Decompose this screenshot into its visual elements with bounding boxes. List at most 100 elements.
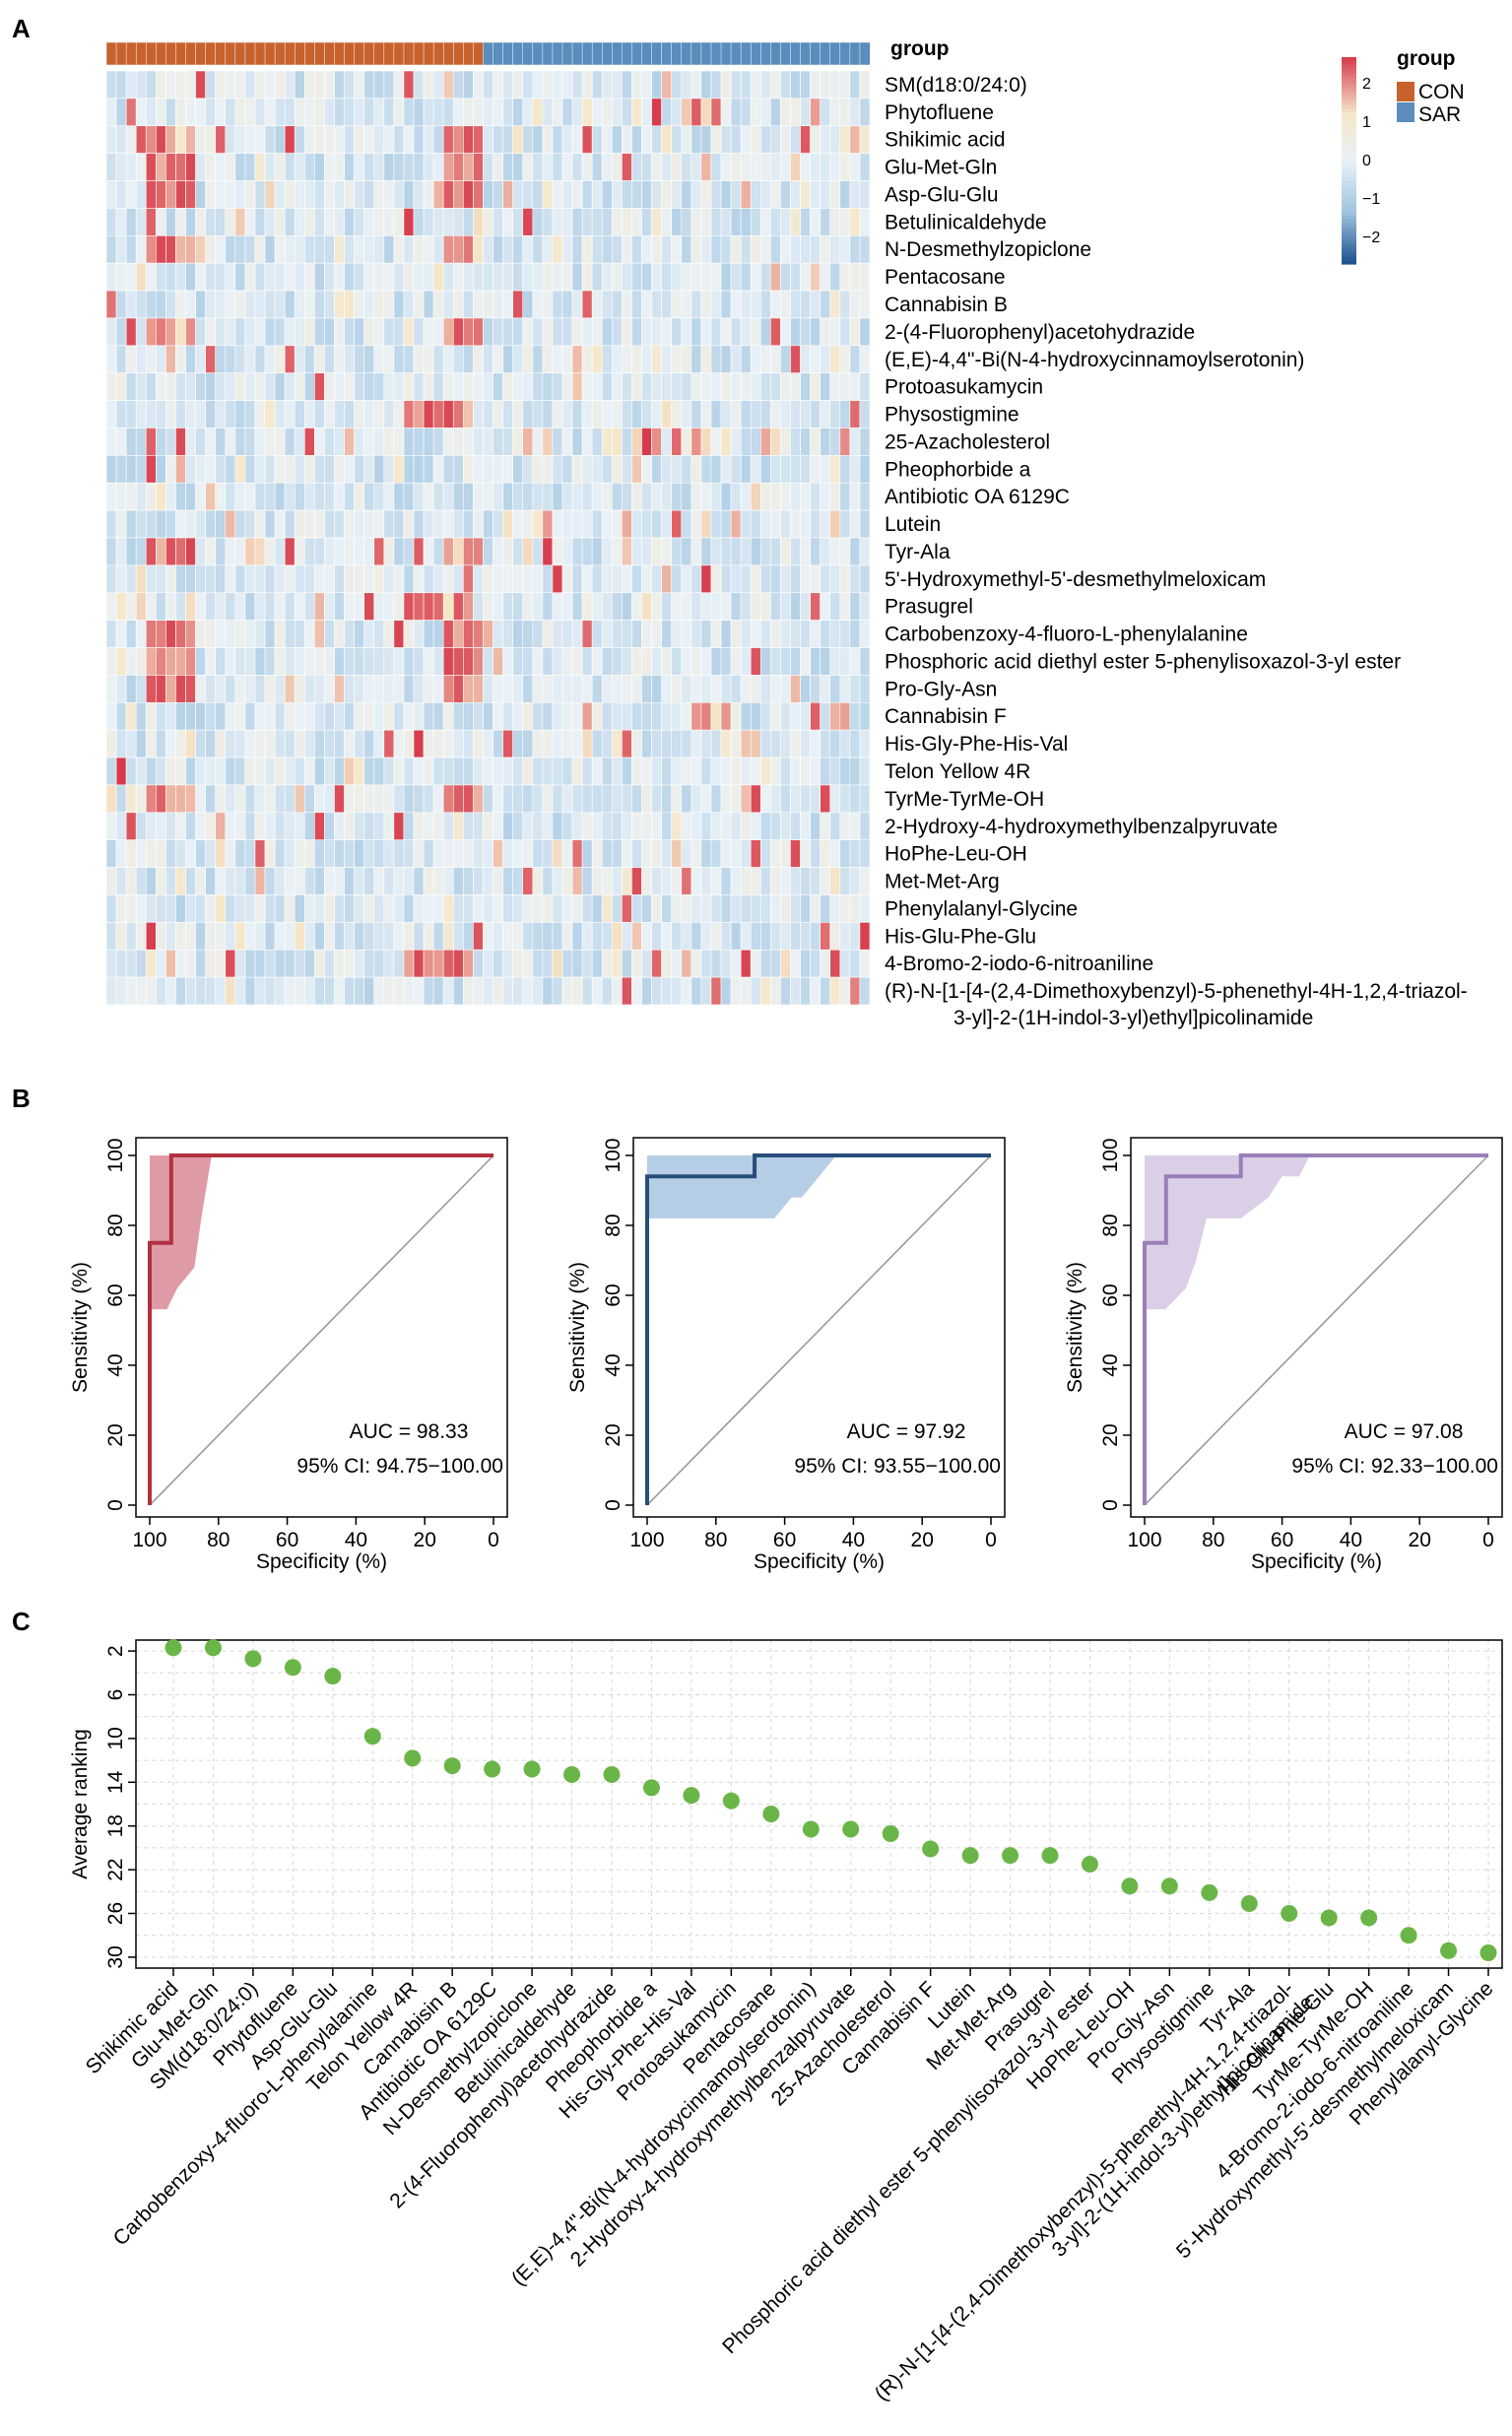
heatmap-cell	[423, 564, 434, 594]
heatmap-cell	[581, 70, 593, 99]
ranking-point	[1041, 1847, 1059, 1865]
heatmap-cell	[720, 455, 732, 484]
heatmap-cell	[859, 839, 871, 868]
heatmap-cell	[452, 482, 464, 511]
ranking-point	[1240, 1895, 1258, 1913]
heatmap-cell	[145, 208, 157, 236]
heatmap-cell	[661, 70, 673, 99]
heatmap-cell	[473, 70, 484, 99]
heatmap-cell	[759, 70, 771, 99]
heatmap-cell	[363, 70, 375, 99]
heatmap-cell	[354, 564, 364, 594]
heatmap-cell	[601, 428, 613, 456]
heatmap-cell	[581, 894, 593, 923]
heatmap-cell	[135, 729, 147, 758]
heatmap-cell	[195, 564, 206, 594]
heatmap-cell	[829, 509, 841, 539]
heatmap-cell	[115, 537, 127, 566]
heatmap-cell	[612, 125, 623, 154]
heatmap-cell	[612, 564, 623, 594]
heatmap-cell	[700, 949, 712, 978]
heatmap-cell	[780, 675, 791, 703]
heatmap-cell	[135, 455, 147, 484]
heatmap-cell	[165, 729, 176, 758]
heatmap-cell	[770, 262, 781, 292]
heatmap-cell	[591, 345, 603, 374]
heatmap-cell	[681, 70, 692, 99]
heatmap-cell	[403, 949, 415, 978]
heatmap-cell	[234, 98, 246, 127]
heatmap-cell	[612, 262, 623, 292]
heatmap-cell	[156, 922, 166, 951]
heatmap-cell	[135, 757, 147, 786]
heatmap-cell	[115, 675, 127, 703]
heatmap-cell	[849, 564, 861, 594]
heatmap-cell	[215, 976, 227, 1006]
heatmap-cell	[354, 345, 364, 374]
heatmap-row-label: Carbobenzoxy-4-fluoro-L-phenylalanine	[885, 624, 1248, 646]
heatmap-cell	[442, 620, 454, 648]
heatmap-cell	[125, 784, 137, 814]
heatmap-cell	[710, 812, 722, 841]
ranking-point	[1201, 1883, 1218, 1901]
heatmap-cell	[294, 345, 305, 374]
heatmap-cell	[234, 208, 246, 236]
heatmap-cell	[849, 372, 861, 401]
roc-x-tick-label: 40	[1340, 1529, 1362, 1551]
heatmap-cell	[432, 180, 444, 209]
heatmap-cell	[820, 290, 831, 319]
heatmap-cell	[254, 372, 266, 401]
heatmap-cell	[452, 153, 464, 181]
heatmap-cell	[403, 125, 415, 154]
heatmap-cell	[354, 757, 364, 786]
heatmap-cell	[473, 812, 484, 841]
heatmap-cell	[631, 564, 642, 594]
color-scale-tick: 1	[1362, 114, 1371, 131]
heatmap-cell	[274, 125, 286, 154]
heatmap-cell	[473, 592, 484, 621]
color-scale-bar: 210−1−2	[1342, 57, 1380, 265]
heatmap-cell	[561, 400, 573, 428]
heatmap-cell	[284, 729, 296, 758]
heatmap-cell	[710, 153, 722, 181]
heatmap-cell	[730, 98, 742, 127]
heatmap-cell	[730, 455, 742, 484]
heatmap-cell	[303, 564, 315, 594]
heatmap-cell	[839, 675, 851, 703]
heatmap-cell	[105, 482, 117, 511]
heatmap-cell	[750, 894, 761, 923]
heatmap-cell	[314, 455, 325, 484]
heatmap-cell	[225, 290, 236, 319]
color-scale-segment	[1342, 223, 1356, 228]
heatmap-cell	[225, 262, 236, 292]
heatmap-cell	[601, 153, 613, 181]
heatmap-cell	[324, 455, 335, 484]
heatmap-cell	[294, 400, 305, 428]
heatmap-cell	[115, 509, 127, 539]
heatmap-cell	[473, 153, 484, 181]
heatmap-cell	[820, 620, 831, 648]
heatmap-cell	[145, 317, 157, 347]
heatmap-cell	[274, 564, 286, 594]
heatmap-cell	[502, 922, 513, 951]
heatmap-cell	[622, 98, 632, 127]
heatmap-cell	[165, 372, 176, 401]
heatmap-cell	[156, 290, 166, 319]
group-bar-cell	[264, 41, 276, 66]
heatmap-cell	[175, 949, 186, 978]
heatmap-cell	[294, 70, 305, 99]
heatmap-cell	[125, 976, 137, 1006]
heatmap-cell	[383, 153, 395, 181]
heatmap-cell	[234, 784, 246, 814]
heatmap-cell	[105, 620, 117, 648]
heatmap-cell	[195, 234, 206, 264]
heatmap-cell	[690, 70, 702, 99]
heatmap-cell	[432, 701, 444, 731]
heatmap-cell	[156, 482, 166, 511]
heatmap-cell	[820, 428, 831, 456]
heatmap-cell	[740, 812, 752, 841]
heatmap-cell	[622, 701, 632, 731]
group-bar-cell	[493, 41, 504, 66]
group-bar-cell	[383, 41, 395, 66]
heatmap-cell	[383, 922, 395, 951]
